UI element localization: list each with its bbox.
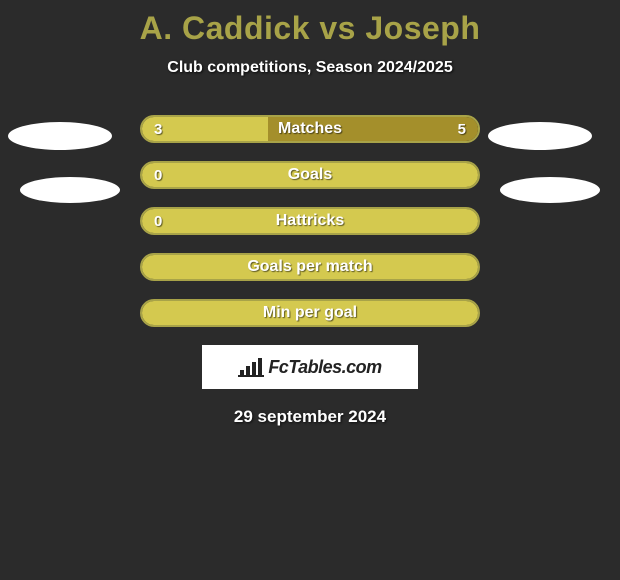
stat-fill-left: [142, 255, 478, 279]
stat-row: Goals0: [140, 161, 480, 189]
player-right-avatar: [488, 122, 592, 150]
comparison-area: Matches35 Goals0 Hattricks0 Goals per match…: [0, 115, 620, 427]
stat-fill-right: [268, 117, 478, 141]
stat-fill-left: [142, 209, 478, 233]
fctables-logo[interactable]: FcTables.com: [202, 345, 418, 389]
title-left: A. Caddick: [140, 10, 310, 46]
stat-row: Min per goal: [140, 299, 480, 327]
title-right: Joseph: [365, 10, 480, 46]
page-title: A. Caddick vs Joseph: [0, 0, 620, 47]
title-sep: vs: [319, 10, 356, 46]
stat-fill-left: [142, 117, 268, 141]
stat-row: Goals per match: [140, 253, 480, 281]
stat-row: Matches35: [140, 115, 480, 143]
subtitle: Club competitions, Season 2024/2025: [0, 59, 620, 77]
stat-row: Hattricks0: [140, 207, 480, 235]
stat-fill-left: [142, 163, 478, 187]
player-right-club-badge: [500, 177, 600, 203]
player-left-avatar: [8, 122, 112, 150]
player-left-club-badge: [20, 177, 120, 203]
date-label: 29 september 2024: [0, 407, 620, 427]
logo-text: FcTables.com: [268, 357, 381, 378]
bar-chart-icon: [238, 356, 264, 378]
stat-fill-left: [142, 301, 478, 325]
